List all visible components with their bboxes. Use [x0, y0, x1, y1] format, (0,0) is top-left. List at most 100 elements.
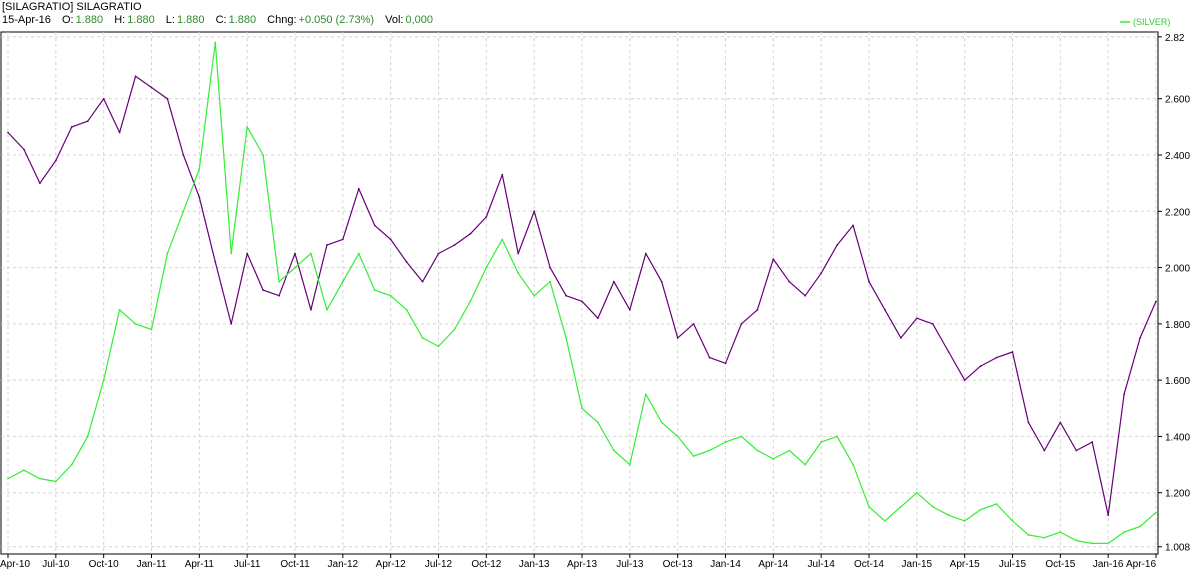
- data-point: [214, 261, 217, 263]
- data-point: [134, 75, 137, 78]
- data-point: [1123, 393, 1126, 396]
- data-point: [756, 449, 759, 452]
- data-point: [612, 280, 615, 283]
- data-point: [899, 505, 902, 508]
- data-point: [469, 300, 472, 303]
- data-point: [373, 289, 376, 291]
- data-point: [405, 261, 408, 263]
- data-point: [341, 280, 344, 283]
- x-axis: Apr-10 Jul-10 Oct-10 Jan-11 Apr-11 Jul-11 Oct-…: [0, 554, 1157, 570]
- y-tick-label: 2.82: [1165, 33, 1185, 44]
- data-point: [1075, 449, 1078, 452]
- data-point: [756, 308, 759, 311]
- y-axis: 1.008 1.200 1.400 1.600 1.800 2.000 2.200 2.400…: [1158, 33, 1190, 554]
- y-tick-label: 2.400: [1165, 151, 1190, 162]
- data-point: [1011, 519, 1014, 522]
- data-point: [931, 322, 934, 325]
- data-point: [868, 280, 870, 283]
- data-point: [820, 272, 823, 275]
- data-point: [310, 252, 312, 255]
- data-point: [23, 148, 25, 151]
- data-point: [453, 328, 456, 331]
- data-point: [294, 266, 296, 269]
- data-point: [469, 232, 472, 235]
- plot-frame: [0, 31, 1159, 555]
- data-point: [676, 337, 679, 339]
- data-point: [1107, 542, 1110, 545]
- data-point: [1011, 351, 1014, 353]
- data-point: [995, 356, 998, 359]
- x-tick-label: Jul-11: [234, 559, 261, 570]
- data-point: [54, 480, 57, 483]
- data-point: [836, 244, 839, 246]
- data-point: [182, 154, 185, 156]
- data-point: [931, 505, 934, 508]
- data-point: [501, 238, 504, 241]
- data-point: [405, 308, 408, 311]
- data-point: [1091, 441, 1094, 443]
- data-point: [1059, 531, 1062, 534]
- data-point: [772, 258, 775, 261]
- y-tick-label: 1.200: [1165, 489, 1190, 500]
- data-point: [118, 308, 121, 311]
- data-point: [804, 294, 807, 297]
- data-point: [597, 317, 599, 320]
- data-point: [915, 491, 918, 494]
- data-point: [325, 244, 328, 246]
- data-point: [836, 435, 839, 438]
- data-point: [772, 458, 775, 460]
- data-point: [310, 308, 312, 311]
- data-point: [501, 173, 504, 176]
- data-point: [644, 252, 647, 255]
- high-label: H:: [114, 14, 126, 26]
- data-point: [70, 125, 73, 128]
- x-tick-label: Jan-12: [328, 559, 359, 570]
- y-tick-label: 2.200: [1165, 207, 1190, 218]
- data-point: [38, 477, 41, 480]
- data-point: [963, 519, 966, 522]
- data-point: [963, 379, 966, 382]
- data-point: [884, 308, 886, 311]
- data-point: [868, 505, 870, 508]
- data-point: [54, 159, 57, 162]
- data-point: [565, 294, 567, 297]
- data-point: [453, 244, 456, 246]
- data-point: [692, 322, 695, 325]
- x-tick-label: Jul-13: [616, 559, 644, 570]
- data-point: [549, 266, 552, 269]
- data-point: [581, 300, 583, 303]
- data-point: [421, 280, 424, 283]
- data-point: [214, 41, 217, 44]
- data-point: [230, 322, 233, 325]
- data-point: [294, 252, 296, 255]
- x-tick-label: Apr-14: [758, 559, 788, 570]
- data-point: [230, 252, 233, 255]
- data-point: [628, 463, 631, 466]
- x-tick-label: Apr-16: [1126, 559, 1156, 570]
- x-tick-label: Jul-10: [42, 559, 70, 570]
- data-point: [1027, 534, 1030, 536]
- data-point: [102, 379, 105, 382]
- data-point: [357, 252, 360, 255]
- data-point: [899, 337, 902, 339]
- series-silagratio: [7, 75, 1157, 517]
- data-point: [644, 393, 647, 396]
- volume-label: Vol:: [385, 14, 404, 26]
- data-point: [517, 272, 520, 275]
- data-point: [357, 187, 360, 190]
- data-point: [262, 289, 265, 291]
- open-label: O:: [61, 14, 74, 26]
- x-tick-label: Oct-11: [280, 559, 310, 570]
- data-point: [1155, 511, 1157, 514]
- data-point: [581, 407, 583, 410]
- legend: (SILVER): [1120, 17, 1170, 27]
- data-point: [23, 469, 25, 472]
- data-point: [995, 503, 998, 505]
- x-tick-label: Oct-15: [1045, 559, 1075, 570]
- data-point: [947, 351, 950, 353]
- data-point: [421, 337, 424, 339]
- data-point: [517, 252, 520, 255]
- data-point: [166, 252, 169, 255]
- data-point: [1107, 514, 1110, 517]
